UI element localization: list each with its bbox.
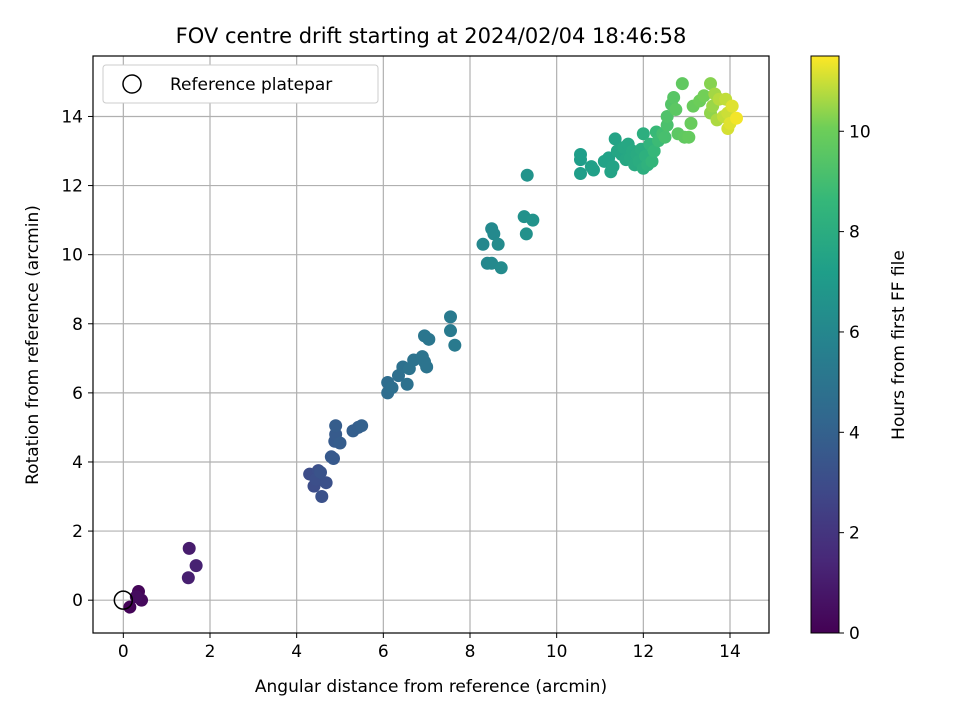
chart-title: FOV centre drift starting at 2024/02/04 … [176, 24, 687, 48]
data-point [697, 89, 711, 103]
data-point [587, 163, 600, 177]
data-points [123, 77, 743, 614]
data-point [327, 452, 340, 466]
x-axis-ticks: 0 2 4 6 8 10 12 14 [118, 633, 741, 662]
grid-lines [93, 56, 769, 633]
data-point [355, 419, 369, 433]
x-axis-label: Angular distance from reference (arcmin) [255, 677, 607, 697]
data-point [314, 465, 327, 479]
y-tick-label: 4 [72, 453, 83, 473]
data-point [520, 168, 534, 182]
colorbar-tick-label: 8 [849, 223, 860, 243]
colorbar-gradient [810, 55, 840, 634]
data-point [333, 436, 347, 450]
x-tick-label: 8 [465, 642, 476, 662]
data-point [606, 160, 620, 174]
colorbar-ticks: 0 2 4 6 8 10 [839, 122, 871, 644]
data-point [385, 381, 399, 395]
data-point [574, 153, 587, 167]
y-tick-label: 12 [61, 177, 83, 197]
data-point [182, 541, 196, 555]
y-axis-label: Rotation from reference (arcmin) [23, 205, 43, 485]
data-point [448, 338, 462, 352]
data-point [574, 166, 587, 180]
data-point [647, 144, 661, 158]
data-point [181, 571, 195, 585]
data-point [704, 77, 717, 91]
legend: Reference platepar [102, 64, 379, 104]
colorbar-tick-label: 0 [849, 624, 860, 644]
colorbar-tick-label: 2 [849, 524, 860, 544]
colorbar-label: Hours from first FF file [889, 250, 909, 440]
x-tick-label: 2 [205, 642, 216, 662]
data-point [487, 227, 501, 241]
x-tick-label: 0 [118, 642, 129, 662]
colorbar-tick-label: 10 [849, 122, 871, 142]
x-tick-label: 14 [719, 642, 741, 662]
data-point [422, 332, 436, 346]
data-point [526, 213, 540, 227]
data-point [675, 77, 689, 91]
data-point [319, 476, 333, 490]
y-tick-label: 0 [72, 591, 83, 611]
plot-frame [92, 55, 770, 634]
x-tick-label: 4 [291, 642, 302, 662]
x-tick-label: 12 [633, 642, 655, 662]
data-point [682, 130, 696, 144]
colorbar-tick-label: 6 [849, 323, 860, 343]
data-point [315, 490, 329, 504]
data-point [730, 111, 743, 125]
legend-box [102, 64, 379, 104]
data-point [476, 237, 490, 251]
data-point [667, 90, 681, 104]
colorbar: 0 2 4 6 8 10 Hours from first FF file [810, 55, 909, 644]
data-point [129, 590, 143, 604]
data-point [660, 109, 674, 123]
y-tick-label: 14 [61, 107, 83, 127]
data-point [645, 154, 659, 168]
x-tick-label: 10 [546, 642, 568, 662]
data-point [494, 261, 508, 275]
x-tick-label: 6 [378, 642, 389, 662]
reference-platepar-marker [113, 590, 134, 610]
y-tick-label: 2 [72, 522, 83, 542]
data-point [400, 377, 414, 391]
colorbar-tick-label: 4 [849, 423, 860, 443]
data-point [444, 324, 457, 338]
legend-marker-reference [122, 74, 142, 94]
data-point [608, 132, 622, 146]
data-point [636, 127, 650, 141]
data-point [669, 103, 683, 117]
y-tick-label: 10 [61, 246, 83, 266]
data-point [519, 227, 533, 241]
data-point [658, 130, 672, 144]
data-point [725, 99, 739, 113]
y-tick-label: 8 [72, 315, 83, 335]
y-tick-label: 6 [72, 384, 83, 404]
y-axis-ticks: 0 2 4 6 8 10 12 14 [61, 107, 93, 611]
data-point [420, 360, 434, 374]
data-point [329, 419, 343, 433]
data-point [491, 237, 505, 251]
data-point [684, 116, 698, 130]
data-point [444, 310, 457, 324]
data-point [189, 559, 203, 573]
legend-label-reference: Reference platepar [170, 75, 332, 95]
